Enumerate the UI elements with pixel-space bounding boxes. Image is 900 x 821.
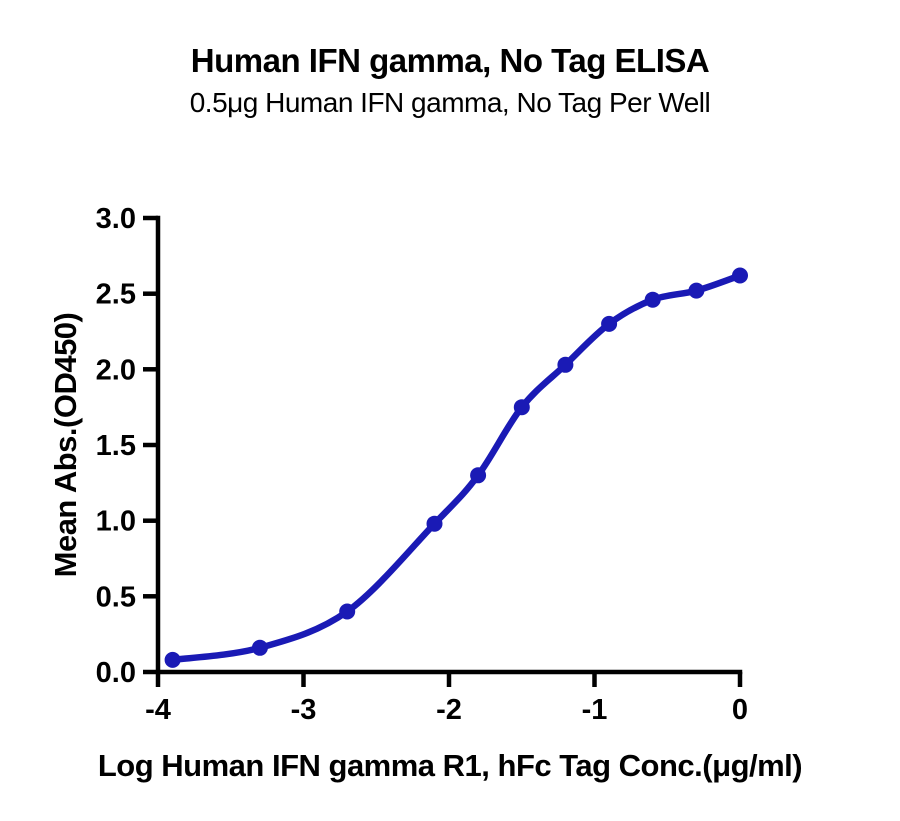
chart-subtitle: 0.5μg Human IFN gamma, No Tag Per Well xyxy=(189,87,711,118)
chart-title: Human IFN gamma, No Tag ELISA xyxy=(190,42,710,79)
x-tick-label: -1 xyxy=(582,694,608,726)
x-axis-label: Log Human IFN gamma R1, hFc Tag Conc.(μg… xyxy=(97,748,803,783)
data-point xyxy=(470,467,487,484)
y-tick-label: 2.5 xyxy=(96,279,136,311)
y-tick-label: 1.0 xyxy=(96,506,136,538)
x-tick-label: -4 xyxy=(145,694,171,726)
y-tick-label: 0.5 xyxy=(96,581,136,613)
data-point xyxy=(513,399,530,416)
y-tick-label: 2.0 xyxy=(96,354,136,386)
data-point xyxy=(339,603,356,620)
axis-spine xyxy=(155,215,743,675)
y-tick-label: 0.0 xyxy=(96,657,136,689)
x-tick-label: -2 xyxy=(436,694,462,726)
data-point xyxy=(164,651,181,668)
fit-curve xyxy=(169,272,744,664)
data-point xyxy=(601,315,618,332)
data-point xyxy=(557,356,574,373)
y-axis-label: Mean Abs.(OD450) xyxy=(48,312,83,578)
y-tick-label: 3.0 xyxy=(96,203,136,235)
data-point xyxy=(644,291,661,308)
y-tick-label: 1.5 xyxy=(96,430,136,462)
data-point xyxy=(732,267,748,284)
x-tick-label: -3 xyxy=(291,694,317,726)
data-point xyxy=(251,639,268,656)
data-point xyxy=(688,282,705,299)
data-point xyxy=(426,515,443,532)
x-tick-label: 0 xyxy=(732,694,748,726)
